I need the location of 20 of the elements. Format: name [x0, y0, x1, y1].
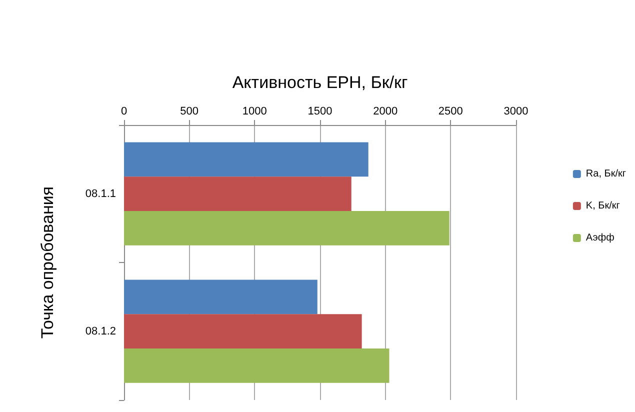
bar [124, 176, 352, 211]
y-tick-label: 08.1.2 [85, 325, 116, 338]
bar [124, 348, 390, 383]
bar [124, 314, 362, 348]
bar [124, 280, 318, 314]
legend-label: Аэфф [586, 232, 614, 244]
y-tick-label: 08.1.1 [85, 188, 116, 200]
bar [124, 142, 368, 177]
x-tick-label: 2000 [373, 106, 398, 118]
x-tick-label: 500 [180, 106, 199, 118]
x-tick-label: 1500 [308, 106, 332, 118]
x-axis-title: Активность ЕРН, Бк/кг [232, 73, 408, 92]
x-tick-label: 2500 [438, 106, 463, 118]
x-tick-label: 1000 [242, 106, 267, 118]
x-tick-label: 0 [120, 106, 128, 118]
x-tick-label: 3000 [504, 106, 528, 118]
y-axis-title: Точка опробования [38, 186, 57, 339]
bar [124, 210, 450, 246]
legend-label: K, Бк/кг [586, 200, 620, 212]
legend-label: Ra, Бк/кг [586, 168, 626, 180]
